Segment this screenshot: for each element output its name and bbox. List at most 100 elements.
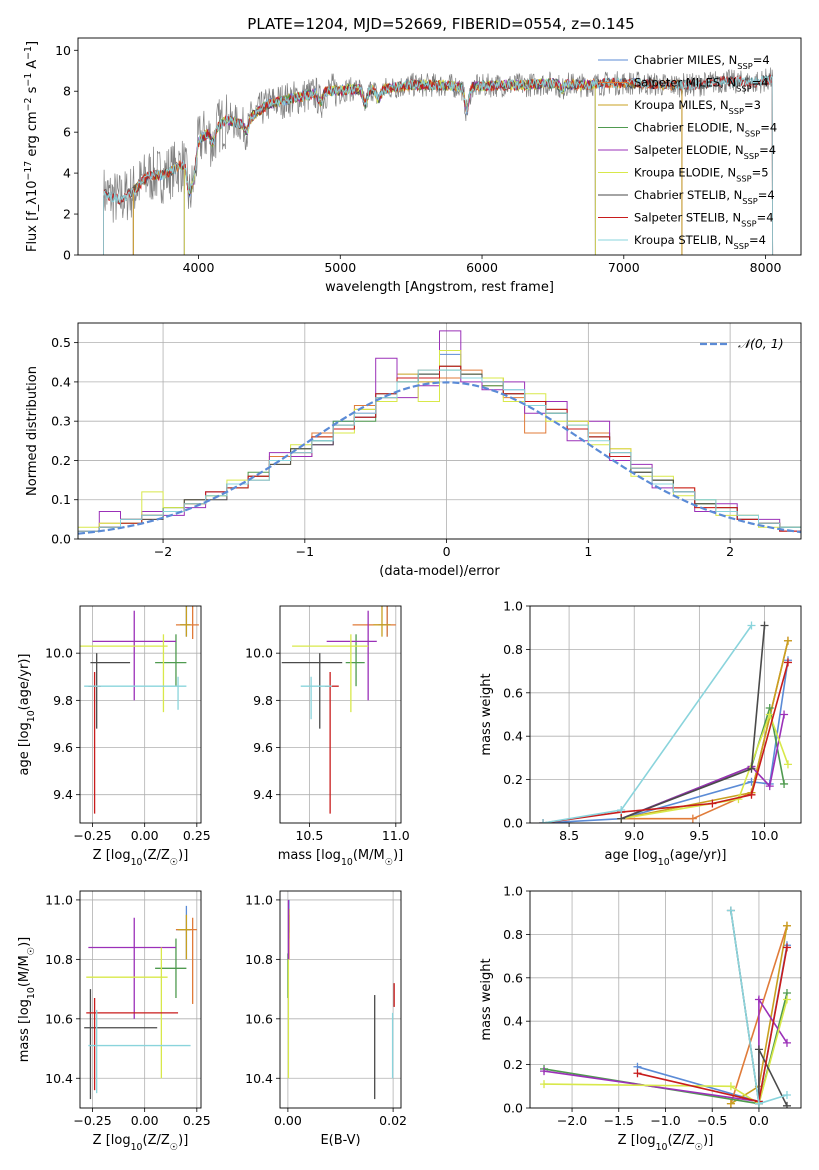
xaxis-label: E(B-V): [320, 1133, 360, 1148]
xtick-label: 0.00: [274, 1113, 302, 1128]
xtick-label: 10.0: [751, 828, 779, 843]
axes-weights_vs_age: 8.5 9.0 9.5 10.0 0.0 0.2 0.4 0.6 0.8 1.0 age [log1…: [479, 599, 802, 868]
ytick-label: 0.6: [503, 970, 523, 985]
axes-frame: [529, 605, 802, 824]
ytick-label: 0.5: [51, 335, 71, 350]
weight-point: [782, 995, 791, 1004]
errorbar-chabrier-stelib: [281, 653, 343, 729]
plot-area-weights_vs_age: [539, 621, 792, 823]
ytick-label: 1.0: [503, 599, 523, 614]
ytick-label: 10.8: [45, 952, 73, 967]
weight-point: [782, 1090, 791, 1099]
xtick-label: −0.5: [697, 1113, 727, 1128]
axes-age_vs_mass: 10.5 11.0 9.4 9.6 9.8 10.0 mass [log10(M/M☉)]: [245, 605, 410, 868]
ytick-label: 0.1: [51, 492, 71, 507]
yaxis-label: Normed distribution: [25, 366, 40, 496]
yaxis-label: Flux [f_λ10−17 erg cm−2 s−1 A−1]: [23, 41, 41, 252]
errorbar-kroupa-stelib: [84, 676, 187, 710]
plot-area-age_vs_Z: [80, 606, 199, 814]
ytick-label: 9.4: [53, 787, 73, 802]
ytick-label: 10.4: [45, 1071, 73, 1086]
xtick-label: −1.5: [604, 1113, 634, 1128]
ytick-label: 2: [63, 207, 71, 222]
xaxis-label: Z [log10(Z/Z☉)]: [93, 848, 189, 868]
errorbar-kroupa-stelib: [300, 676, 332, 720]
xtick-label: 0.00: [131, 828, 159, 843]
weight-point: [783, 760, 792, 769]
ytick-label: 9.4: [253, 787, 273, 802]
ytick-label: 9.6: [253, 740, 273, 755]
ytick-label: 0.2: [51, 453, 71, 468]
ytick-label: 0.0: [503, 1101, 523, 1116]
errorbar-chabrier-elodie: [155, 938, 187, 999]
ytick-label: 10.8: [245, 952, 273, 967]
xaxis-label: Z [log10(Z/Z☉)]: [618, 1133, 714, 1153]
xtick-label: 9.0: [624, 828, 644, 843]
axes-age_vs_Z: −0.25 0.00 0.25 9.4 9.6 9.8 10.0 Z [log10(Z/Z☉)…: [17, 605, 211, 868]
legend-label-chabrier-stelib: Chabrier STELIB, NSSP=4: [634, 188, 775, 206]
yaxis-label: mass weight: [479, 673, 494, 755]
weight-point: [782, 943, 791, 952]
legend-label-kroupa-elodie: Kroupa ELODIE, NSSP=5: [634, 166, 769, 184]
errorbar-kroupa-elodie: [80, 634, 168, 713]
axes-frame: [79, 890, 202, 1109]
spectrum-model-kroupa-stelib: [103, 74, 774, 255]
weight-point: [780, 710, 789, 719]
ytick-label: 10.0: [45, 646, 73, 661]
axes-weights_vs_Z: −2.0 −1.5 −1.0 −0.5 0.0 0.0 0.2 0.4 0.6 0.8 1.0 Z […: [479, 884, 802, 1153]
ytick-label: 1.0: [503, 884, 523, 899]
ytick-label: 8: [63, 84, 71, 99]
ytick-label: 0: [63, 248, 71, 263]
errorbar-kroupa-miles: [180, 606, 191, 637]
ytick-label: 0.6: [503, 685, 523, 700]
weight-line: [542, 625, 753, 823]
weight-point: [726, 906, 735, 915]
xtick-label: −2.0: [557, 1113, 587, 1128]
plot-area-age_vs_mass: [281, 606, 396, 814]
legend-label-salpeter-miles: Salpeter MILES, NSSP=4: [634, 76, 769, 94]
ytick-label: 6: [63, 125, 71, 140]
xtick-label: 0.00: [131, 1113, 159, 1128]
weight-point: [633, 1069, 642, 1078]
errorbar-salpeter-elodie: [92, 610, 176, 701]
weight-point: [747, 764, 756, 773]
hist-legend: 𝒩(0, 1): [700, 336, 784, 351]
weight-point: [765, 782, 774, 791]
ytick-label: 10.4: [245, 1071, 273, 1086]
plot-area-spectrum: [103, 67, 774, 255]
weight-point: [782, 921, 791, 930]
xaxis-label: age [log10(age/yr)]: [605, 848, 727, 868]
ytick-label: 10.6: [45, 1011, 73, 1026]
weight-line: [542, 662, 789, 823]
xtick-label: 5000: [324, 260, 356, 275]
axes-frame: [79, 605, 202, 824]
errorbar-kroupa-miles: [373, 606, 391, 637]
weight-point: [782, 1101, 791, 1108]
xtick-label: 0.25: [183, 1113, 211, 1128]
xaxis-label: (data-model)/error: [379, 564, 500, 579]
hist-salpeter-elodie: [78, 330, 801, 539]
axes-frame: [279, 890, 402, 1109]
errorbar-chabrier-miles: [180, 606, 191, 637]
legend-label-salpeter-stelib: Salpeter STELIB, NSSP=4: [634, 211, 774, 229]
ytick-label: 9.6: [53, 740, 73, 755]
figure-title: PLATE=1204, MJD=52669, FIBERID=0554, z=0…: [247, 15, 634, 33]
axes-spectrum: 4000 5000 6000 7000 8000 0 2 4 6 8 10 wavelength [A…: [23, 37, 802, 295]
xaxis-label: wavelength [Angstrom, rest frame]: [325, 280, 554, 295]
weight-point: [780, 779, 789, 788]
xtick-label: 8000: [750, 260, 782, 275]
errorbar-chabrier-miles: [175, 905, 191, 960]
weight-point: [747, 790, 756, 799]
axes-frame: [77, 37, 802, 256]
weight-point: [734, 795, 743, 804]
axes-frame: [279, 605, 402, 824]
weight-point: [617, 805, 626, 814]
weight-point: [708, 799, 717, 808]
weight-series-chabrier-stelib: [617, 621, 769, 823]
xtick-label: 0.02: [379, 1113, 407, 1128]
plot-area-mass_vs_Z: [84, 905, 197, 1100]
weight-point: [754, 1099, 763, 1108]
xtick-label: 2: [726, 544, 734, 559]
weight-point: [726, 1099, 735, 1108]
ytick-label: 0.4: [503, 1014, 523, 1029]
